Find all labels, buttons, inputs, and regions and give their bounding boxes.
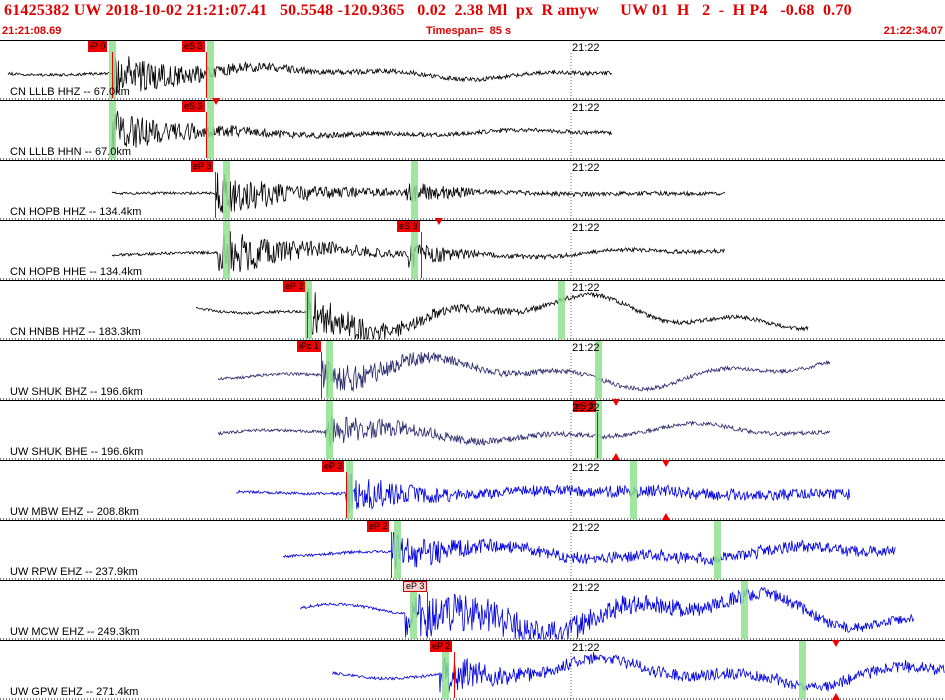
trace-panel[interactable] [0,40,945,100]
phase-pick-label[interactable]: iPc 1 [297,341,322,352]
phase-pick-label[interactable]: eS 3 [397,221,420,232]
trace-panel[interactable] [0,520,945,580]
waveform-canvas [0,40,945,700]
trace-panel[interactable] [0,100,945,160]
waveform-trace [300,586,914,640]
event-header: 61425382 UW 2018-10-02 21:21:07.41 50.55… [0,0,945,40]
waveform-trace [111,172,726,213]
waveform-trace [7,56,613,94]
timespan-label: Timespan= 85 s [426,25,512,37]
phase-pick-label[interactable]: eP 3 [403,581,428,592]
phase-pick-label[interactable]: eP 3 [322,461,345,472]
phase-pick-label[interactable]: eS 3 [573,401,596,412]
trace-panel[interactable] [0,460,945,520]
phase-pick-label[interactable]: eP 3 [191,161,214,172]
phase-pick-label[interactable]: eS 3 [182,101,205,112]
time-range-bar: 21:21:08.69 Timespan= 85 s 21:22:34.07 [0,25,945,39]
waveform-trace [217,415,831,448]
seismogram-panels[interactable]: iP 0 eS 3 21:22 CN LLLB HHZ -- 67.0km eS 3 21… [0,40,945,700]
waveform-trace [283,532,896,569]
trace-overlay: iP 0 eS 3 21:22 CN LLLB HHZ -- 67.0km eS 3 21… [0,40,945,700]
phase-pick-label[interactable]: eS 3 [182,41,205,52]
waveform-trace [111,111,613,152]
trace-panel[interactable] [0,400,945,460]
waveform-trace [217,351,831,397]
start-time: 21:21:08.69 [2,25,62,37]
waveform-trace [111,231,726,274]
phase-pick-label[interactable]: eP 2 [430,641,453,652]
trace-panel[interactable] [0,280,945,340]
trace-panel[interactable] [0,160,945,220]
end-time: 21:22:34.07 [883,25,943,37]
trace-panel[interactable] [0,340,945,400]
phase-pick-label[interactable]: iP 0 [88,41,108,52]
phase-pick-label[interactable]: eP 2 [367,521,390,532]
waveform-trace [331,651,945,693]
waveform-trace [195,287,809,341]
waveform-trace [235,473,850,513]
trace-panel[interactable] [0,580,945,640]
trace-panel[interactable] [0,640,945,700]
trace-panel[interactable] [0,220,945,280]
phase-pick-label[interactable]: eP 2 [283,281,306,292]
event-summary-title: 61425382 UW 2018-10-02 21:21:07.41 50.55… [4,2,852,19]
